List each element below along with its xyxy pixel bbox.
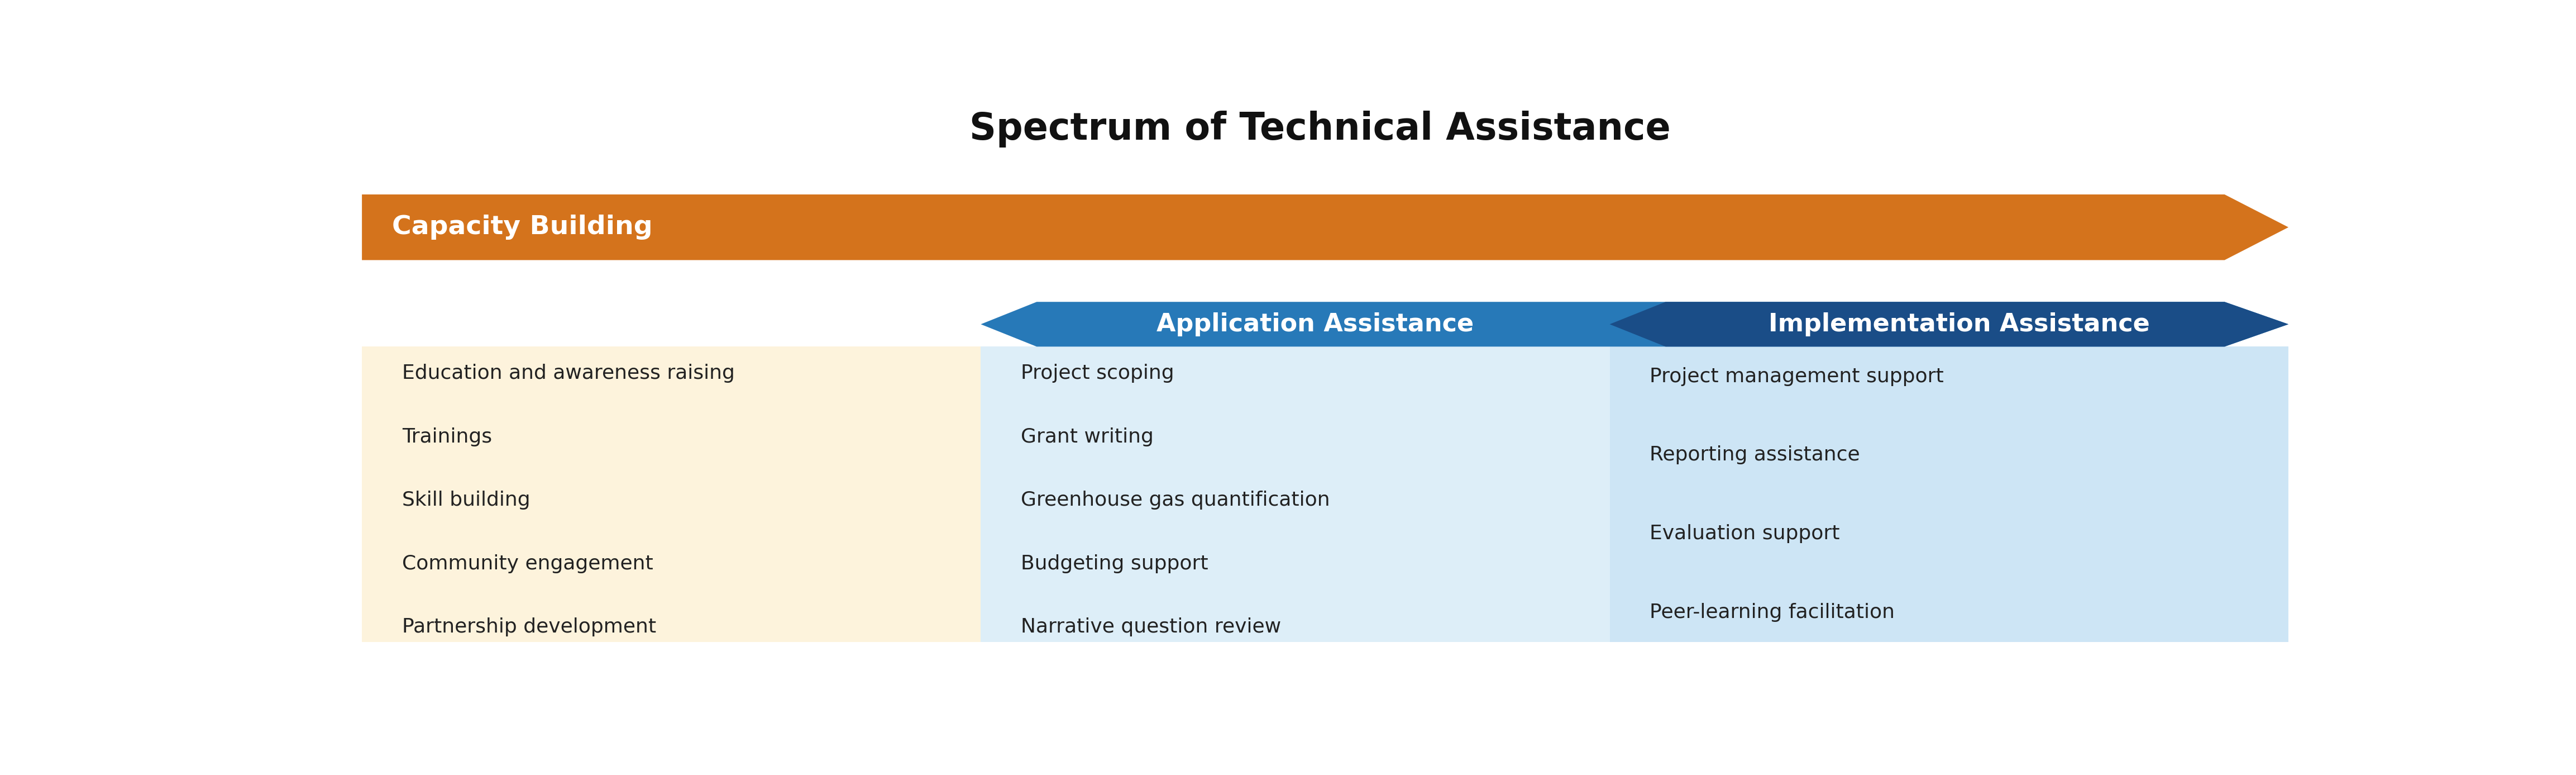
Polygon shape bbox=[1610, 302, 2287, 346]
Text: Narrative question review: Narrative question review bbox=[1020, 618, 1280, 636]
Text: Evaluation support: Evaluation support bbox=[1649, 524, 1839, 543]
Text: Application Assistance: Application Assistance bbox=[1157, 312, 1473, 336]
Polygon shape bbox=[981, 302, 2287, 346]
Text: Project scoping: Project scoping bbox=[1020, 364, 1175, 383]
Text: Grant writing: Grant writing bbox=[1020, 427, 1154, 446]
FancyBboxPatch shape bbox=[1610, 346, 2287, 642]
Text: Partnership development: Partnership development bbox=[402, 618, 657, 636]
Polygon shape bbox=[361, 195, 2287, 260]
FancyBboxPatch shape bbox=[981, 346, 1610, 642]
Text: Peer-learning facilitation: Peer-learning facilitation bbox=[1649, 603, 1896, 622]
Text: Skill building: Skill building bbox=[402, 491, 531, 510]
Text: Trainings: Trainings bbox=[402, 427, 492, 446]
Text: Implementation Assistance: Implementation Assistance bbox=[1767, 312, 2151, 336]
Text: Community engagement: Community engagement bbox=[402, 554, 652, 574]
Text: Education and awareness raising: Education and awareness raising bbox=[402, 364, 734, 383]
Text: Spectrum of Technical Assistance: Spectrum of Technical Assistance bbox=[969, 111, 1672, 148]
FancyBboxPatch shape bbox=[361, 346, 981, 642]
Text: Reporting assistance: Reporting assistance bbox=[1649, 446, 1860, 464]
Text: Project management support: Project management support bbox=[1649, 367, 1945, 386]
Text: Capacity Building: Capacity Building bbox=[392, 215, 652, 239]
Text: Greenhouse gas quantification: Greenhouse gas quantification bbox=[1020, 491, 1329, 510]
Text: Budgeting support: Budgeting support bbox=[1020, 554, 1208, 574]
